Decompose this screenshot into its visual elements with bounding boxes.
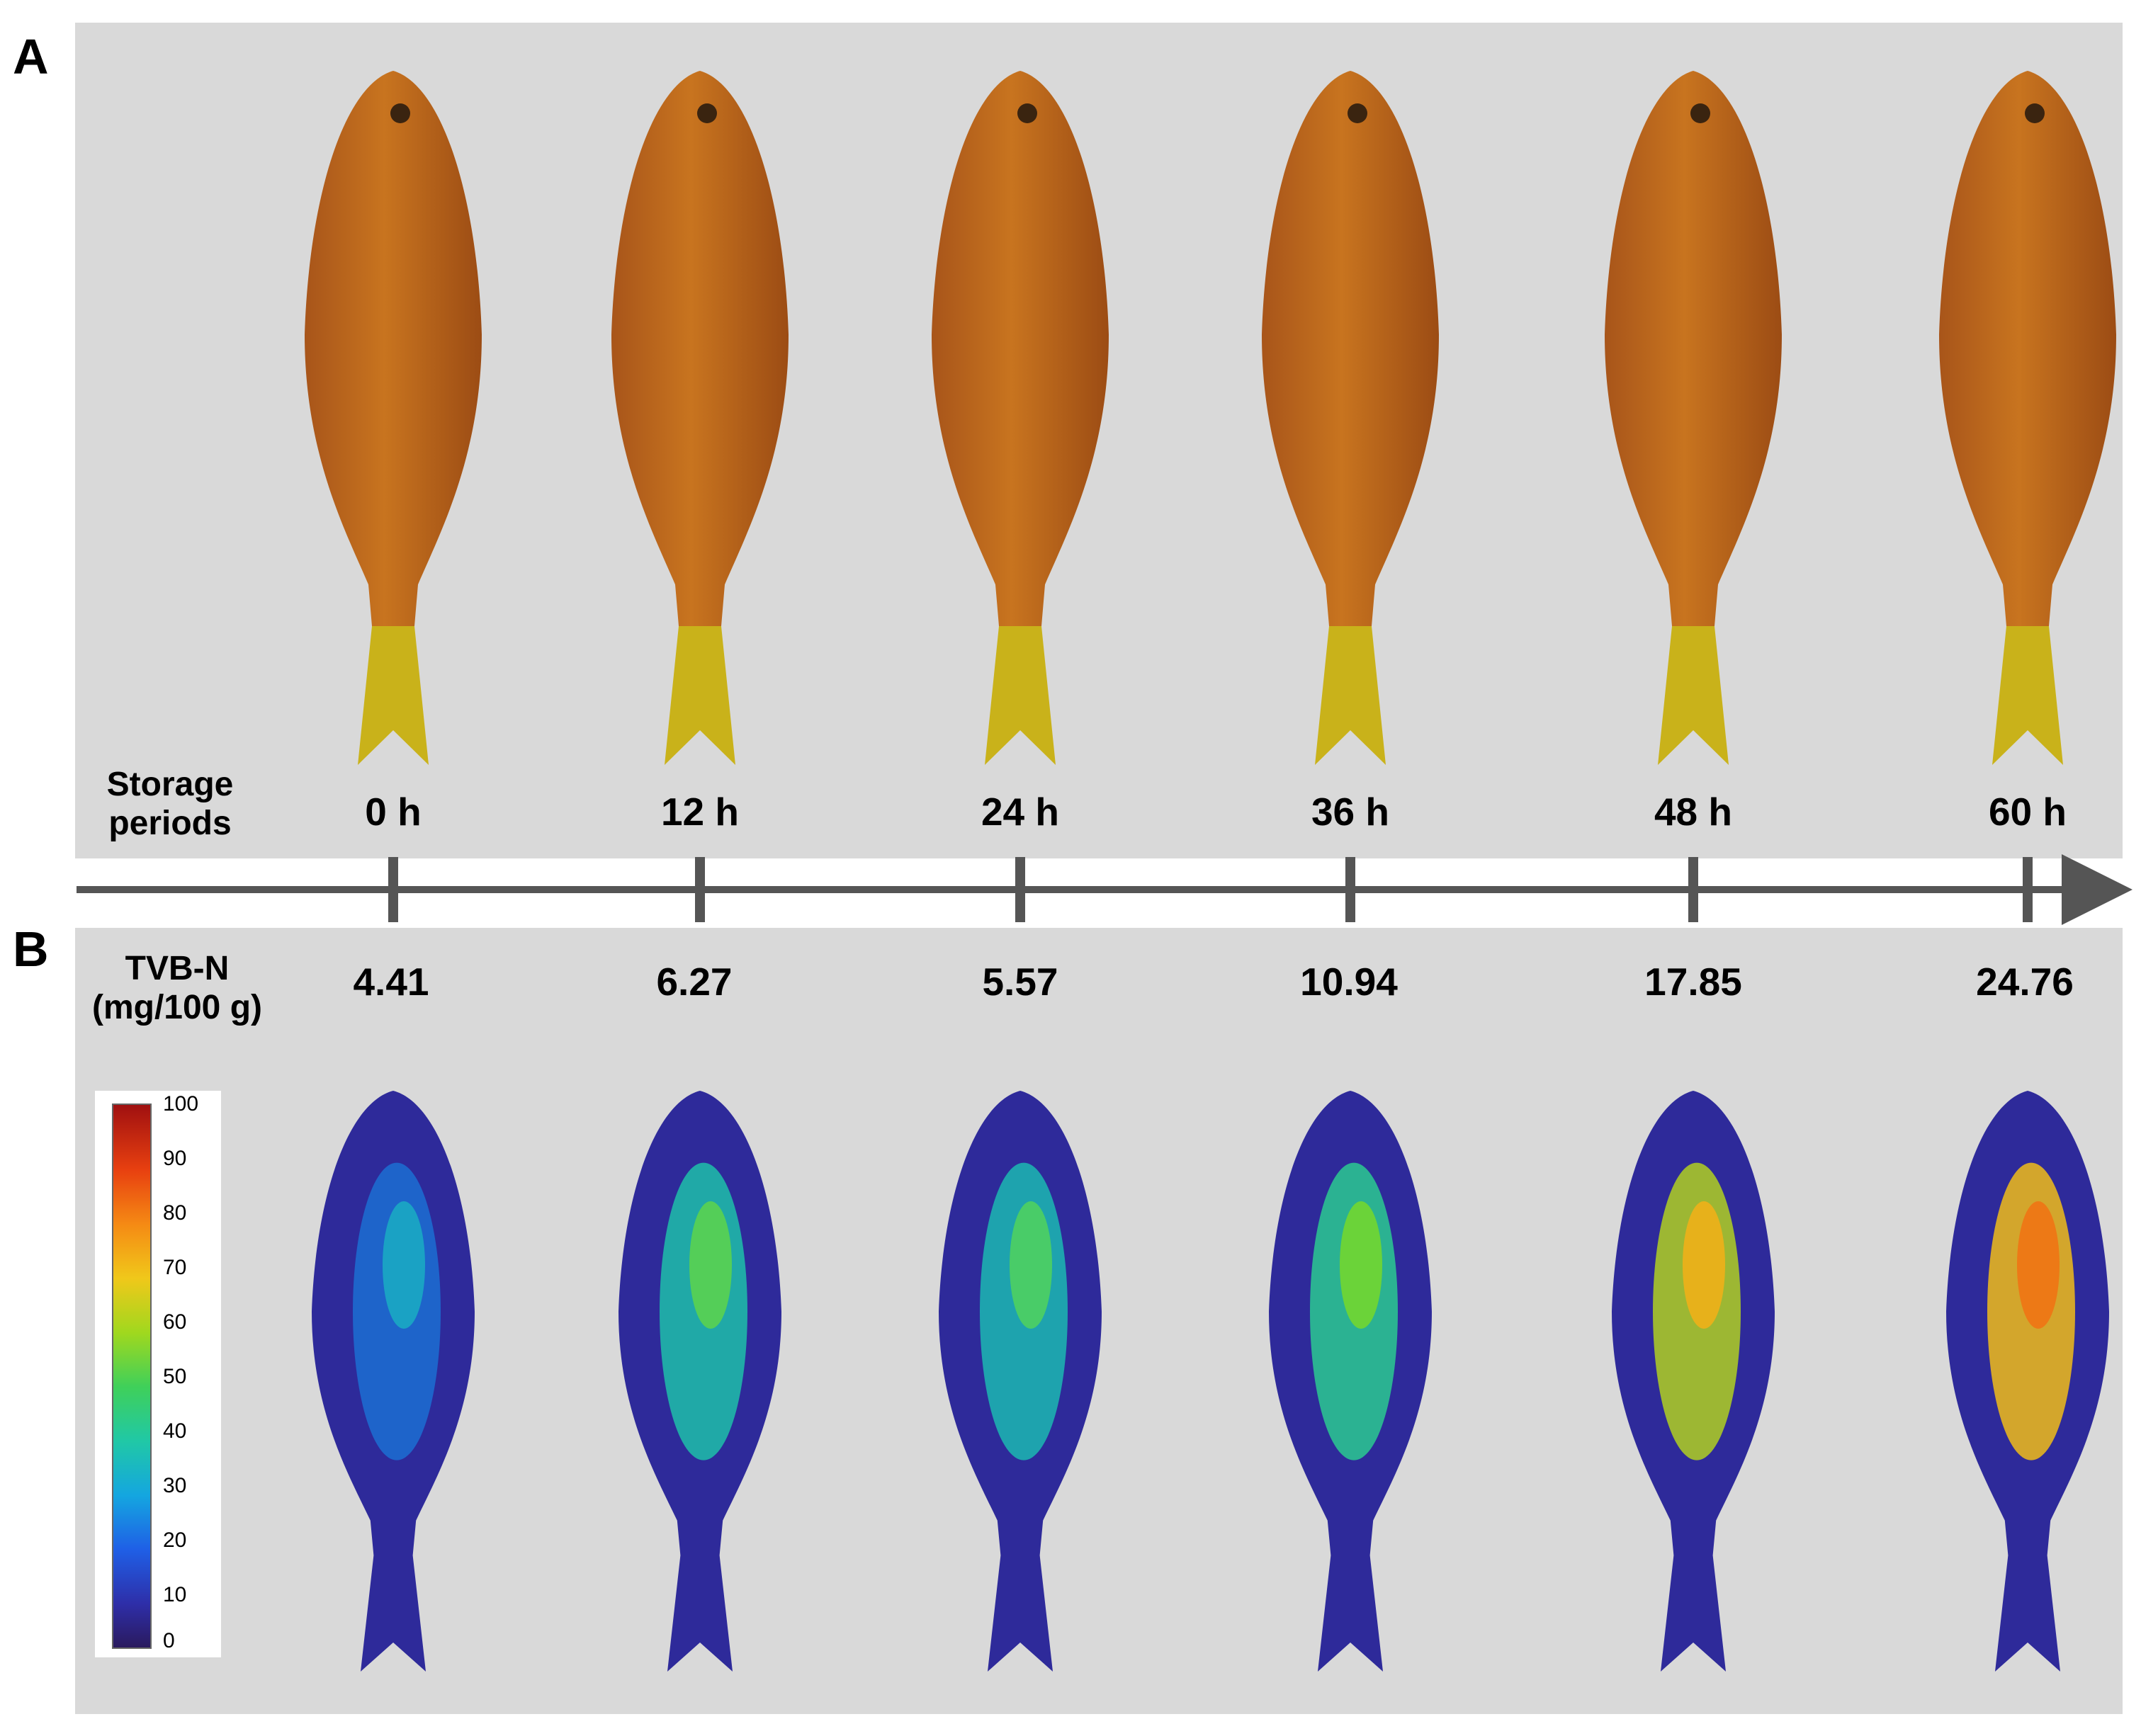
time-label-3: 36 h — [1311, 790, 1390, 834]
time-label-5: 60 h — [1988, 790, 2067, 834]
tvbn-value-5: 24.76 — [1976, 960, 2074, 1004]
storage-periods-label: Storage periods — [106, 766, 234, 843]
panel-label-b: B — [13, 921, 49, 977]
colorbar-tick: 50 — [163, 1365, 187, 1388]
fish-heatmap-tail — [1995, 1555, 2060, 1672]
fish-heatmap-hotspot — [1010, 1201, 1052, 1329]
tvbn-value-1: 6.27 — [656, 960, 733, 1004]
fish-heatmap-hotspot — [2017, 1201, 2060, 1329]
panel-label-a: A — [13, 29, 49, 84]
time-label-1: 12 h — [660, 790, 740, 834]
fish-heatmap-tail — [988, 1555, 1053, 1672]
fish-photo-tail — [1992, 626, 2063, 765]
fish-heatmap-tail — [667, 1555, 733, 1672]
fish-heatmap-tail — [1661, 1555, 1726, 1672]
fish-heatmap-hotspot — [1683, 1201, 1725, 1329]
fish-photo-body — [1605, 71, 1782, 626]
time-label-0: 0 h — [365, 790, 422, 834]
fish-photo-body — [305, 71, 482, 626]
colorbar-tick: 100 — [163, 1092, 199, 1116]
fish-photo-eye — [2025, 103, 2045, 123]
fish-heatmap-hotspot — [383, 1201, 425, 1329]
colorbar: 100 90 80 70 60 50 40 30 20 10 0 — [95, 1091, 221, 1657]
colorbar-tick: 60 — [163, 1310, 187, 1334]
fish-photo-eye — [390, 103, 410, 123]
fish-photo-body — [1262, 71, 1439, 626]
fish-heatmap-tail — [361, 1555, 426, 1672]
colorbar-tick: 20 — [163, 1528, 187, 1552]
fish-photo-body — [932, 71, 1109, 626]
fish-photo-body — [1939, 71, 2116, 626]
colorbar-tick: 90 — [163, 1147, 187, 1170]
colorbar-tick: 40 — [163, 1419, 187, 1443]
fish-photo-body — [611, 71, 789, 626]
fish-photo-eye — [1017, 103, 1037, 123]
colorbar-tick: 10 — [163, 1583, 187, 1606]
fish-heatmap-hotspot — [689, 1201, 732, 1329]
time-label-2: 24 h — [981, 790, 1060, 834]
time-label-4: 48 h — [1654, 790, 1733, 834]
colorbar-tick: 0 — [163, 1629, 175, 1652]
tvbn-value-3: 10.94 — [1300, 960, 1398, 1004]
fish-photo-eye — [1690, 103, 1710, 123]
colorbar-tick: 30 — [163, 1474, 187, 1497]
fish-heatmap-tail — [1318, 1555, 1383, 1672]
fish-photo-tail — [1315, 626, 1386, 765]
fish-photo-tail — [665, 626, 735, 765]
fish-photo-eye — [1348, 103, 1367, 123]
tvbn-value-4: 17.85 — [1644, 960, 1742, 1004]
fish-photo-tail — [358, 626, 429, 765]
tvbn-value-2: 5.57 — [982, 960, 1058, 1004]
fish-heatmap-hotspot — [1340, 1201, 1382, 1329]
colorbar-tick: 70 — [163, 1256, 187, 1279]
colorbar-tick: 80 — [163, 1201, 187, 1225]
fish-photo-tail — [1658, 626, 1729, 765]
fish-photo-tail — [985, 626, 1056, 765]
tvbn-label: TVB-N (mg/100 g) — [91, 950, 263, 1027]
tvbn-value-0: 4.41 — [353, 960, 429, 1004]
fish-photo-eye — [697, 103, 717, 123]
colorbar-gradient — [112, 1104, 152, 1649]
